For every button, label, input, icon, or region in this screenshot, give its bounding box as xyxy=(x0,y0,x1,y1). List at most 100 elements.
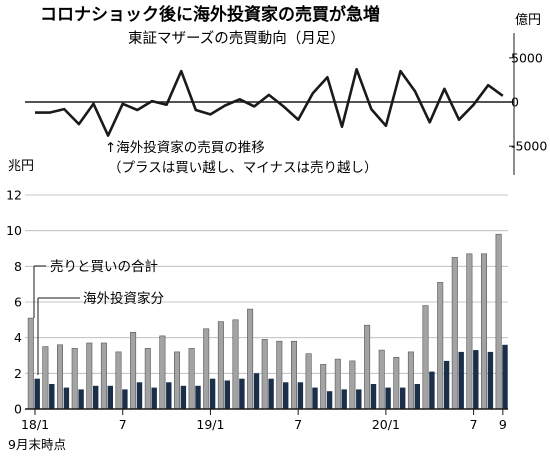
bar-total xyxy=(71,348,78,410)
bar-foreign xyxy=(326,391,333,409)
bottom-y-tick-label: 12 xyxy=(6,188,22,203)
footnote: 9月末時点 xyxy=(8,437,66,452)
bar-total xyxy=(27,317,34,410)
bar-foreign xyxy=(429,371,435,409)
top-line-chart: 億円 5000 0 -5000 ↑海外投資家の売買の推移 （プラスは買い越し、マイナ… xyxy=(25,12,547,176)
bar-foreign xyxy=(443,360,450,409)
bar-foreign xyxy=(34,378,40,409)
bar-foreign xyxy=(458,351,464,409)
bar-foreign xyxy=(414,384,420,409)
bottom-y-tick-label: 4 xyxy=(14,330,22,345)
bar-foreign xyxy=(49,384,55,409)
legend-total-label: 売りと買いの合計 xyxy=(50,259,158,275)
top-unit-label: 億円 xyxy=(515,12,541,28)
top-y-ticks: 5000 0 -5000 xyxy=(509,50,547,154)
top-y-tick-label: 5000 xyxy=(511,50,543,65)
bar-total xyxy=(320,364,327,410)
bar-total xyxy=(174,351,181,410)
bar-total xyxy=(130,331,137,410)
bar-total xyxy=(305,353,312,410)
bar-total xyxy=(480,253,487,410)
bar-total xyxy=(217,321,224,410)
bar-total xyxy=(86,342,93,410)
bar-total xyxy=(100,342,107,410)
bottom-y-tick-label: 2 xyxy=(14,366,22,381)
bar-total xyxy=(188,348,195,410)
bar-foreign xyxy=(224,380,230,409)
bar-foreign xyxy=(268,378,274,409)
bottom-x-tick-label: 18/1 xyxy=(21,417,49,432)
bar-total xyxy=(56,344,63,410)
bottom-unit-label: 兆円 xyxy=(8,159,34,174)
bar-foreign xyxy=(195,385,201,409)
bar-total xyxy=(42,346,49,410)
bar-foreign xyxy=(297,382,304,410)
bar-total xyxy=(247,308,254,410)
bottom-legend: 売りと買いの合計 海外投資家分 xyxy=(33,259,164,375)
bar-total xyxy=(437,282,444,410)
bar-foreign xyxy=(385,387,391,409)
bar-foreign xyxy=(122,389,128,409)
chart-title: コロナショック後に海外投資家の売買が急増 xyxy=(40,4,380,25)
bar-total xyxy=(451,257,458,410)
bottom-bars xyxy=(27,233,508,410)
bar-total xyxy=(364,324,371,410)
bar-foreign xyxy=(341,389,347,409)
bar-foreign xyxy=(370,384,377,409)
bar-foreign xyxy=(502,344,508,409)
bar-total xyxy=(466,253,473,410)
chart-subtitle: 東証マザーズの売買動向（月足） xyxy=(128,30,345,47)
bar-foreign xyxy=(151,387,157,409)
bar-foreign xyxy=(93,385,99,409)
bar-total xyxy=(203,328,210,410)
legend-foreign-label: 海外投資家分 xyxy=(83,290,164,307)
bottom-x-tick-label: 7 xyxy=(294,417,302,432)
bar-foreign xyxy=(209,378,216,409)
bar-foreign xyxy=(400,387,406,409)
bar-total xyxy=(159,335,166,410)
top-series-line xyxy=(35,68,504,137)
top-y-tick-label: 0 xyxy=(511,95,519,110)
bar-total xyxy=(290,340,297,410)
bar-foreign xyxy=(473,350,479,409)
bar-total xyxy=(276,340,283,410)
bar-total xyxy=(495,233,502,410)
top-y-tick-label: -5000 xyxy=(511,139,547,154)
bottom-x-tick-label: 19/1 xyxy=(196,417,224,432)
bottom-x-tick-label: 7 xyxy=(119,417,127,432)
bar-foreign xyxy=(239,378,245,409)
bar-foreign xyxy=(487,351,494,409)
bottom-y-tick-label: 8 xyxy=(14,259,22,274)
bottom-x-tick-label: 9 xyxy=(499,417,507,432)
bar-foreign xyxy=(356,389,362,409)
bar-foreign xyxy=(180,385,187,409)
bottom-x-tick-label: 20/1 xyxy=(372,417,400,432)
bar-total xyxy=(115,351,122,410)
bottom-x-ticks: 18/1 7 19/1 7 20/1 7 9 xyxy=(21,409,507,432)
bar-total xyxy=(349,360,356,410)
bar-foreign xyxy=(107,385,113,409)
bottom-y-tick-label: 10 xyxy=(6,223,22,238)
bar-foreign xyxy=(312,387,318,409)
bar-total xyxy=(334,358,341,410)
bar-total xyxy=(393,356,400,410)
bar-foreign xyxy=(136,382,143,410)
bar-total xyxy=(232,319,239,410)
bar-total xyxy=(422,305,429,410)
bar-foreign xyxy=(78,389,84,409)
bar-foreign xyxy=(253,373,260,409)
top-annotation-line-1: ↑海外投資家の売買の推移 xyxy=(105,139,265,156)
bottom-y-tick-label: 6 xyxy=(14,295,22,310)
bar-total xyxy=(261,339,268,410)
bottom-y-tick-label: 0 xyxy=(14,402,22,417)
bar-total xyxy=(407,351,414,410)
bar-foreign xyxy=(166,382,172,410)
bar-foreign xyxy=(283,382,289,410)
bar-total xyxy=(144,348,151,410)
top-annotation-line-2: （プラスは買い越し、マイナスは売り越し） xyxy=(108,160,377,176)
bottom-y-ticks: 0 2 4 6 8 10 12 xyxy=(6,188,22,417)
bar-total xyxy=(378,349,385,410)
bottom-x-tick-label: 7 xyxy=(470,417,478,432)
